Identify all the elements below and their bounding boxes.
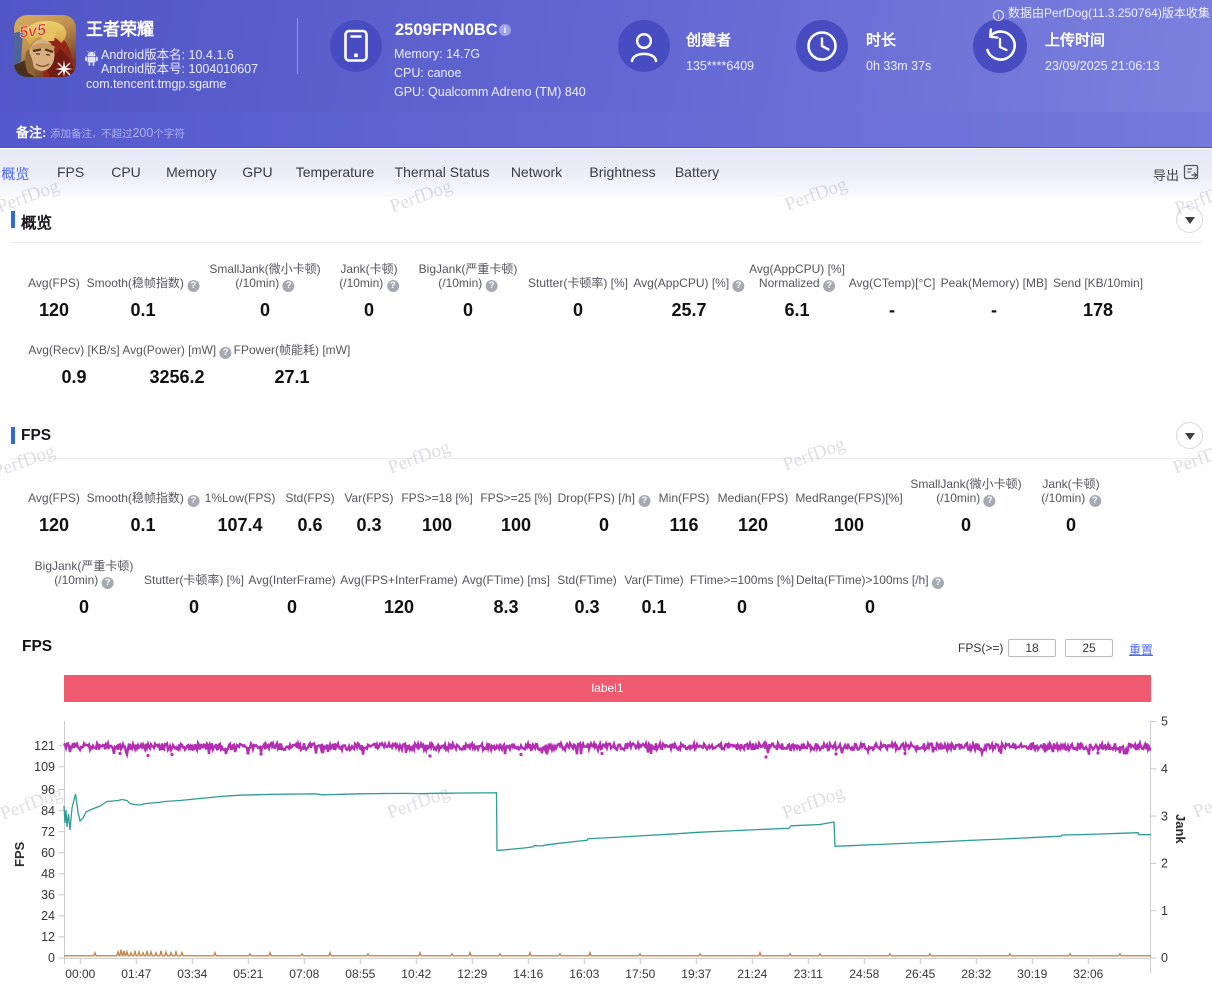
svg-text:16:03: 16:03: [569, 967, 599, 981]
svg-text:14:16: 14:16: [513, 967, 543, 981]
svg-text:0: 0: [1161, 951, 1168, 965]
svg-text:PerfDog: PerfDog: [0, 783, 66, 825]
svg-text:4: 4: [1161, 762, 1168, 776]
svg-text:2: 2: [1161, 857, 1168, 871]
svg-text:PerfDog: PerfDog: [1191, 781, 1212, 823]
svg-text:03:34: 03:34: [177, 967, 207, 981]
svg-text:24: 24: [41, 909, 55, 923]
svg-text:26:45: 26:45: [905, 967, 935, 981]
svg-text:96: 96: [41, 783, 55, 797]
svg-text:FPS: FPS: [12, 841, 27, 867]
svg-text:30:19: 30:19: [1017, 967, 1047, 981]
svg-text:17:50: 17:50: [625, 967, 655, 981]
svg-text:23:11: 23:11: [794, 967, 823, 981]
svg-text:01:47: 01:47: [121, 967, 151, 981]
svg-text:00:00: 00:00: [65, 967, 95, 981]
svg-text:12: 12: [41, 930, 55, 944]
svg-text:Jank: Jank: [1173, 814, 1188, 844]
svg-text:PerfDog: PerfDog: [780, 782, 848, 824]
svg-text:109: 109: [34, 760, 55, 774]
svg-text:3: 3: [1161, 809, 1168, 823]
svg-text:24:58: 24:58: [849, 967, 879, 981]
svg-text:121: 121: [34, 739, 55, 753]
svg-text:36: 36: [41, 888, 55, 902]
svg-text:84: 84: [41, 804, 55, 818]
svg-text:12:29: 12:29: [457, 967, 487, 981]
svg-text:05:21: 05:21: [233, 967, 263, 981]
svg-text:0: 0: [48, 951, 55, 965]
svg-text:07:08: 07:08: [289, 967, 319, 981]
svg-text:10:42: 10:42: [401, 967, 431, 981]
svg-text:5v5: 5v5: [18, 21, 48, 41]
svg-text:1: 1: [1161, 904, 1168, 918]
svg-text:72: 72: [41, 825, 55, 839]
svg-text:21:24: 21:24: [737, 967, 767, 981]
svg-text:08:55: 08:55: [345, 967, 375, 981]
svg-text:28:32: 28:32: [961, 967, 991, 981]
svg-text:48: 48: [41, 867, 55, 881]
svg-text:5: 5: [1161, 715, 1168, 729]
svg-text:PerfDog: PerfDog: [385, 782, 453, 824]
svg-text:19:37: 19:37: [681, 967, 711, 981]
svg-text:32:06: 32:06: [1073, 967, 1103, 981]
svg-text:60: 60: [41, 846, 55, 860]
